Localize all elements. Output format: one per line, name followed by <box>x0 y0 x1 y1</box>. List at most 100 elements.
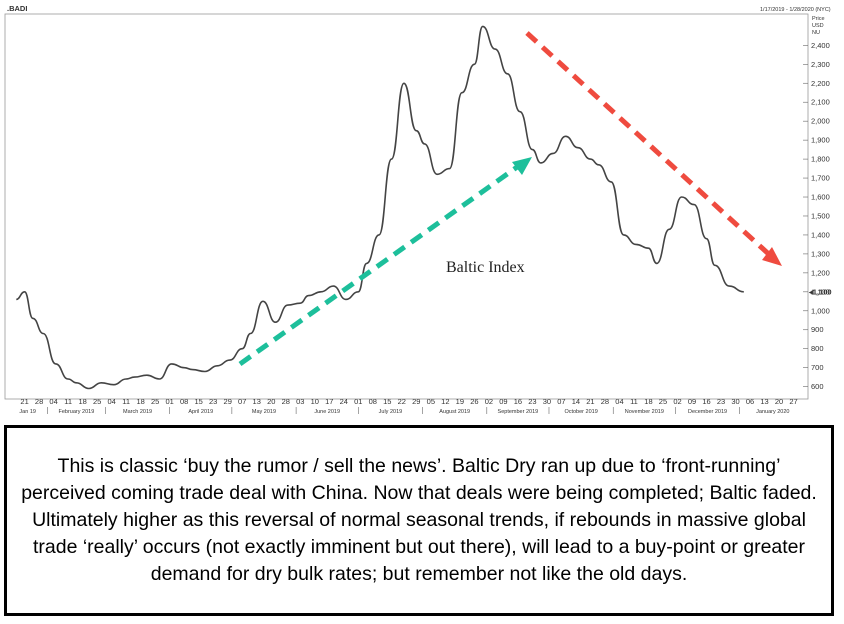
x-day-label: 29 <box>224 397 232 406</box>
x-day-label: 23 <box>209 397 217 406</box>
x-day-label: 04 <box>107 397 115 406</box>
down-trend-arrow-line <box>525 31 775 260</box>
x-day-label: 18 <box>644 397 652 406</box>
x-month-label: June 2019 <box>314 409 340 415</box>
x-day-label: 30 <box>731 397 739 406</box>
x-day-label: 07 <box>238 397 246 406</box>
y-tick-label: 2,400 <box>811 41 830 50</box>
x-day-label: 15 <box>195 397 203 406</box>
x-day-label: 16 <box>702 397 710 406</box>
x-day-label: 08 <box>180 397 188 406</box>
y-tick-label: 1,500 <box>811 211 830 220</box>
up-trend-arrow-head <box>512 157 532 175</box>
x-day-label: 11 <box>122 397 130 406</box>
x-month-label: January 2020 <box>756 409 789 415</box>
x-month-label: August 2019 <box>439 409 470 415</box>
y-tick-label: 2,000 <box>811 117 830 126</box>
x-day-label: 16 <box>514 397 522 406</box>
x-day-label: 13 <box>760 397 768 406</box>
last-value-label: ◂1,100 <box>808 287 832 296</box>
x-day-label: 25 <box>659 397 667 406</box>
baltic-chart: .BADI 1/17/2019 - 1/28/2020 (NYC) Price … <box>4 4 832 415</box>
x-day-label: 08 <box>369 397 377 406</box>
caption-box: This is classic ‘buy the rumor / sell th… <box>4 425 834 616</box>
x-day-label: 13 <box>253 397 261 406</box>
x-month-label: Jan 19 <box>19 409 36 415</box>
series-layer <box>16 25 744 390</box>
baltic-index-line <box>16 25 744 390</box>
x-day-label: 28 <box>35 397 43 406</box>
y-tick-label: 900 <box>811 325 824 334</box>
x-day-label: 02 <box>673 397 681 406</box>
x-day-label: 21 <box>586 397 594 406</box>
x-day-label: 02 <box>485 397 493 406</box>
x-day-label: 11 <box>630 397 638 406</box>
x-day-label: 01 <box>354 397 362 406</box>
y-tick-label: 600 <box>811 382 824 391</box>
x-day-label: 04 <box>615 397 623 406</box>
x-day-label: 18 <box>78 397 86 406</box>
x-day-label: 01 <box>166 397 174 406</box>
x-day-label: 07 <box>557 397 565 406</box>
x-day-label: 04 <box>49 397 57 406</box>
caption-text: This is classic ‘buy the rumor / sell th… <box>21 455 817 585</box>
x-day-label: 17 <box>325 397 333 406</box>
price-label: Price <box>812 16 825 22</box>
x-day-label: 10 <box>311 397 319 406</box>
x-day-label: 12 <box>441 397 449 406</box>
y-tick-label: 2,100 <box>811 98 830 107</box>
x-day-label: 18 <box>136 397 144 406</box>
x-day-label: 20 <box>267 397 275 406</box>
x-day-label: 05 <box>427 397 435 406</box>
x-axis: 21 28 04 11 18 25 04 11 18 25 01 08 15 23 29 07 13 20 28 03… <box>19 397 797 415</box>
x-month-label: April 2019 <box>188 409 213 415</box>
x-day-label: 25 <box>151 397 159 406</box>
plot-frame <box>4 13 809 400</box>
x-day-label: 06 <box>746 397 754 406</box>
y-tick-label: 800 <box>811 344 824 353</box>
x-day-label: 27 <box>789 397 797 406</box>
x-day-label: 28 <box>282 397 290 406</box>
x-month-label: March 2019 <box>123 409 152 415</box>
chart-symbol: .BADI <box>7 4 27 13</box>
x-month-label: September 2019 <box>498 409 539 415</box>
series-label-baltic-index: Baltic Index <box>446 259 525 276</box>
y-tick-label: 1,300 <box>811 249 830 258</box>
y-tick-label: 1,400 <box>811 230 830 239</box>
x-day-label: 15 <box>383 397 391 406</box>
x-day-label: 09 <box>499 397 507 406</box>
x-day-label: 03 <box>296 397 304 406</box>
y-tick-label: 1,000 <box>811 306 830 315</box>
unit-label: NU <box>812 30 820 36</box>
x-day-label: 14 <box>572 397 580 406</box>
x-month-label: July 2019 <box>379 409 403 415</box>
y-tick-label: 1,800 <box>811 155 830 164</box>
x-day-label: 11 <box>64 397 72 406</box>
x-day-label: 30 <box>543 397 551 406</box>
x-day-label: 26 <box>470 397 478 406</box>
y-tick-label: 1,100 <box>811 287 830 296</box>
x-day-label: 21 <box>20 397 28 406</box>
date-range-label: 1/17/2019 - 1/28/2020 (NYC) <box>760 7 831 13</box>
x-month-label: October 2019 <box>564 409 597 415</box>
x-month-label: February 2019 <box>59 409 95 415</box>
currency-label: USD <box>812 23 824 29</box>
y-axis: 600 700 800 900 1,000 1,100 1,200 1,300 1,400 1,5… <box>803 41 832 391</box>
up-trend-arrow-line <box>238 157 529 367</box>
x-day-label: 25 <box>93 397 101 406</box>
y-tick-label: 1,600 <box>811 193 830 202</box>
x-day-label: 29 <box>412 397 420 406</box>
x-day-label: 23 <box>717 397 725 406</box>
x-day-label: 09 <box>688 397 696 406</box>
x-day-label: 24 <box>340 397 348 406</box>
x-day-label: 28 <box>601 397 609 406</box>
y-tick-label: 700 <box>811 363 824 372</box>
x-day-label: 22 <box>398 397 406 406</box>
y-tick-label: 2,300 <box>811 60 830 69</box>
x-day-label: 20 <box>775 397 783 406</box>
y-tick-label: 1,200 <box>811 268 830 277</box>
x-day-label: 23 <box>528 397 536 406</box>
down-trend-arrow-head <box>762 247 782 266</box>
y-tick-label: 1,700 <box>811 174 830 183</box>
y-tick-label: 1,900 <box>811 136 830 145</box>
